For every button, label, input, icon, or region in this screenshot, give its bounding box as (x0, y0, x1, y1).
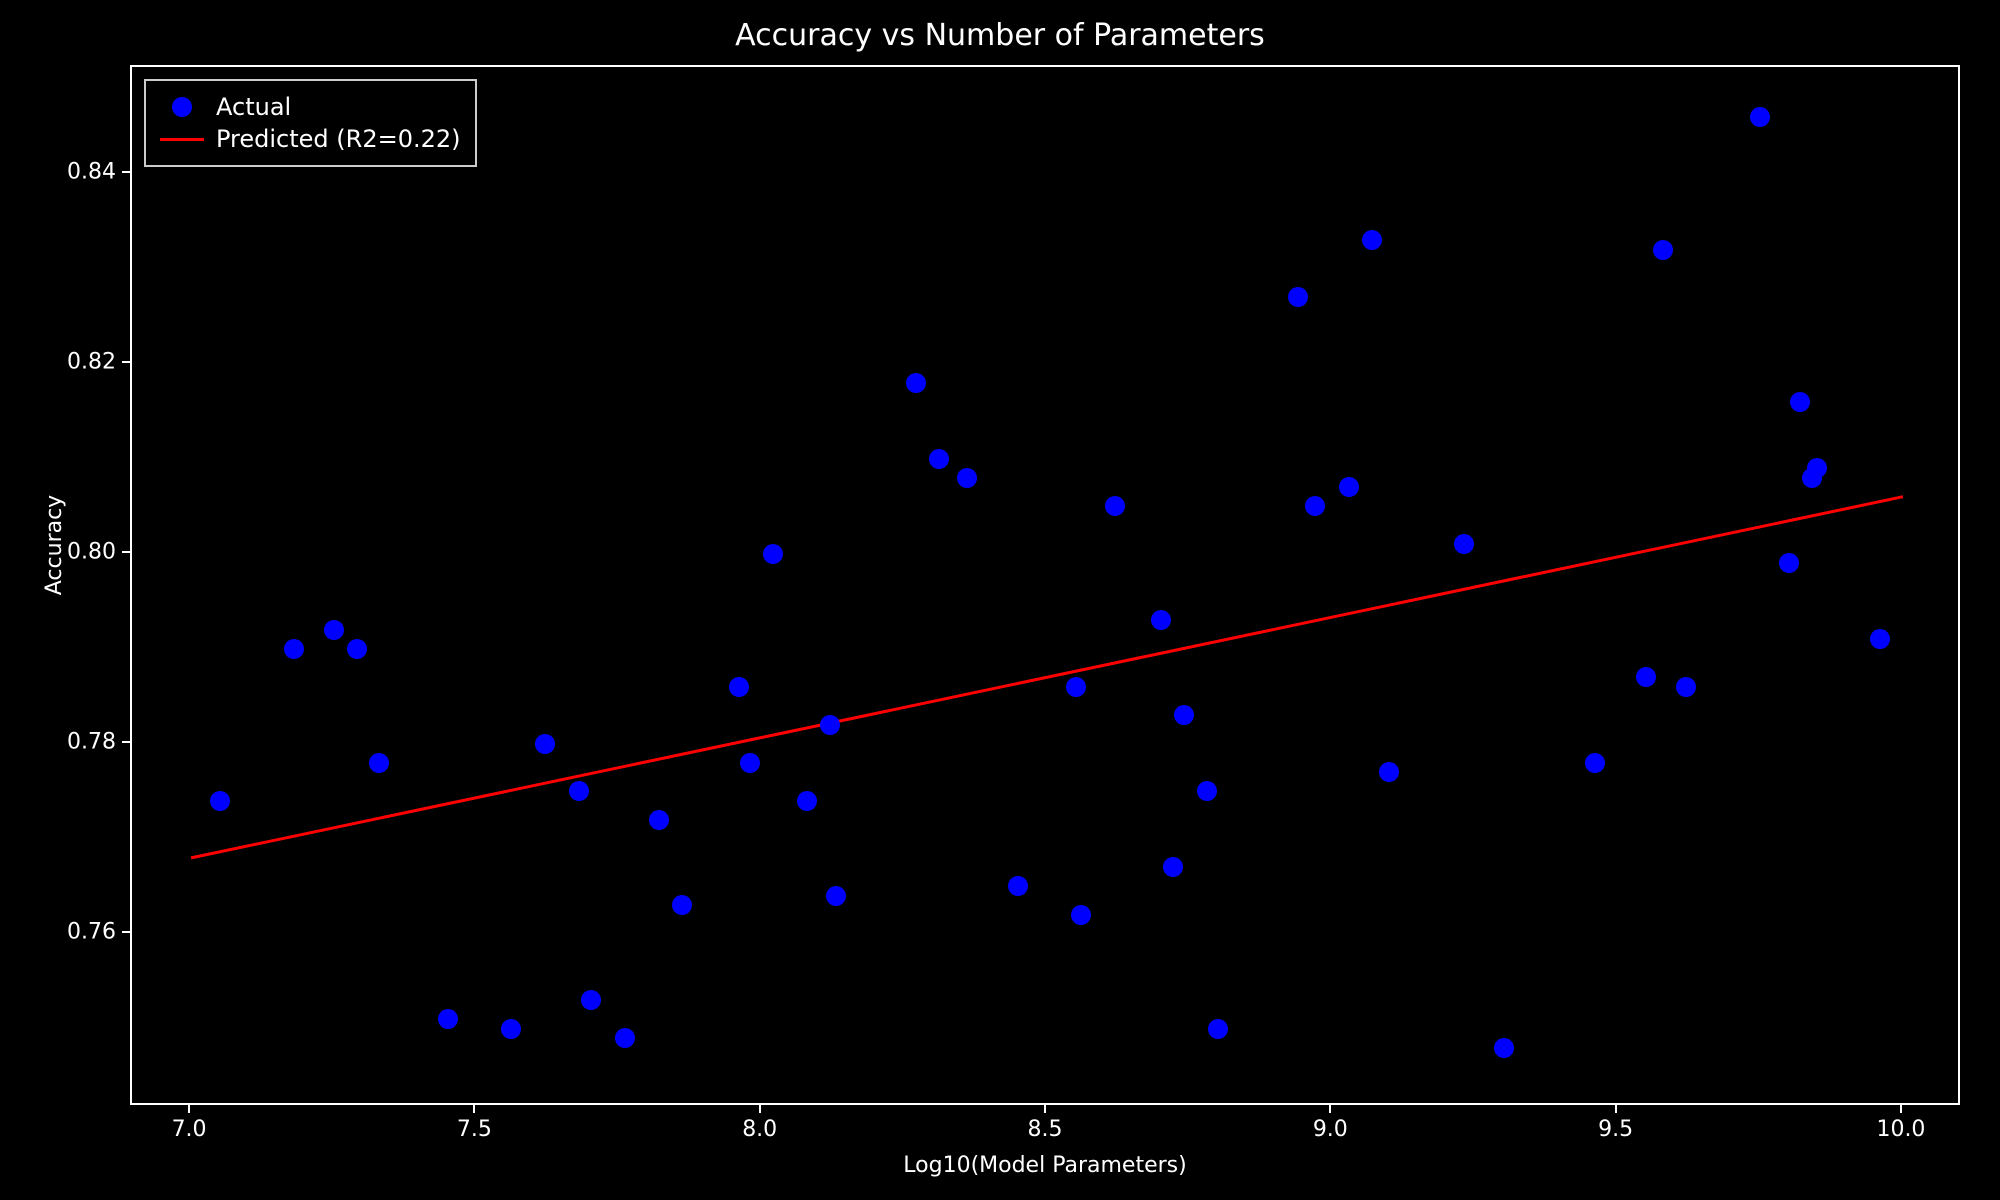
y-tick-label: 0.82 (67, 349, 116, 374)
y-tick-label: 0.80 (67, 539, 116, 564)
legend-label: Actual (216, 93, 291, 121)
scatter-point (369, 753, 389, 773)
scatter-point (740, 753, 760, 773)
x-tick-label: 7.5 (457, 1117, 492, 1142)
scatter-point (797, 791, 817, 811)
scatter-point (1197, 781, 1217, 801)
chart-title: Accuracy vs Number of Parameters (0, 18, 2000, 53)
x-tick-label: 8.0 (742, 1117, 777, 1142)
scatter-point (826, 886, 846, 906)
scatter-point (1870, 629, 1890, 649)
scatter-point (1790, 392, 1810, 412)
x-tick-mark (1329, 1105, 1331, 1113)
x-tick-label: 8.5 (1028, 1117, 1063, 1142)
y-tick-mark (122, 741, 130, 743)
scatter-point (1208, 1019, 1228, 1039)
scatter-point (535, 734, 555, 754)
scatter-point (1494, 1038, 1514, 1058)
scatter-point (1585, 753, 1605, 773)
scatter-point (957, 468, 977, 488)
x-tick-label: 10.0 (1876, 1117, 1925, 1142)
scatter-point (1151, 610, 1171, 630)
scatter-point (615, 1028, 635, 1048)
scatter-point (1071, 905, 1091, 925)
scatter-point (729, 677, 749, 697)
scatter-point (1379, 762, 1399, 782)
scatter-point (929, 449, 949, 469)
x-axis-label: Log10(Model Parameters) (130, 1153, 1960, 1178)
x-tick-mark (473, 1105, 475, 1113)
y-tick-mark (122, 551, 130, 553)
scatter-point (906, 373, 926, 393)
scatter-point (672, 895, 692, 915)
scatter-point (1008, 876, 1028, 896)
scatter-point (1676, 677, 1696, 697)
scatter-point (1636, 667, 1656, 687)
x-tick-label: 9.0 (1313, 1117, 1348, 1142)
x-tick-mark (1615, 1105, 1617, 1113)
scatter-point (1105, 496, 1125, 516)
x-tick-mark (188, 1105, 190, 1113)
x-tick-mark (1044, 1105, 1046, 1113)
scatter-point (1807, 458, 1827, 478)
scatter-point (1362, 230, 1382, 250)
y-tick-mark (122, 931, 130, 933)
scatter-point (324, 620, 344, 640)
x-tick-label: 9.5 (1598, 1117, 1633, 1142)
y-axis-label: Accuracy (42, 445, 67, 645)
x-tick-mark (759, 1105, 761, 1113)
scatter-point (1454, 534, 1474, 554)
scatter-point (1174, 705, 1194, 725)
y-tick-mark (122, 171, 130, 173)
legend: Actual Predicted (R2=0.22) (144, 79, 477, 167)
scatter-point (649, 810, 669, 830)
fit-line (132, 67, 1962, 1107)
scatter-point (1339, 477, 1359, 497)
x-tick-mark (1900, 1105, 1902, 1113)
y-tick-label: 0.76 (67, 919, 116, 944)
y-tick-mark (122, 361, 130, 363)
legend-item: Actual (160, 91, 461, 123)
legend-label: Predicted (R2=0.22) (216, 125, 461, 153)
scatter-point (1750, 107, 1770, 127)
scatter-point (1779, 553, 1799, 573)
legend-line-icon (160, 138, 204, 141)
plot-area (130, 65, 1960, 1105)
scatter-point (1066, 677, 1086, 697)
y-tick-label: 0.84 (67, 159, 116, 184)
legend-marker-icon (160, 97, 204, 117)
scatter-point (284, 639, 304, 659)
scatter-point (763, 544, 783, 564)
scatter-point (210, 791, 230, 811)
scatter-point (438, 1009, 458, 1029)
scatter-point (569, 781, 589, 801)
scatter-point (581, 990, 601, 1010)
scatter-point (820, 715, 840, 735)
scatter-point (1288, 287, 1308, 307)
scatter-point (1653, 240, 1673, 260)
figure: Accuracy vs Number of Parameters Log10(M… (0, 0, 2000, 1200)
scatter-point (501, 1019, 521, 1039)
x-tick-label: 7.0 (172, 1117, 207, 1142)
scatter-point (1305, 496, 1325, 516)
scatter-point (347, 639, 367, 659)
legend-item: Predicted (R2=0.22) (160, 123, 461, 155)
y-tick-label: 0.78 (67, 729, 116, 754)
scatter-point (1163, 857, 1183, 877)
